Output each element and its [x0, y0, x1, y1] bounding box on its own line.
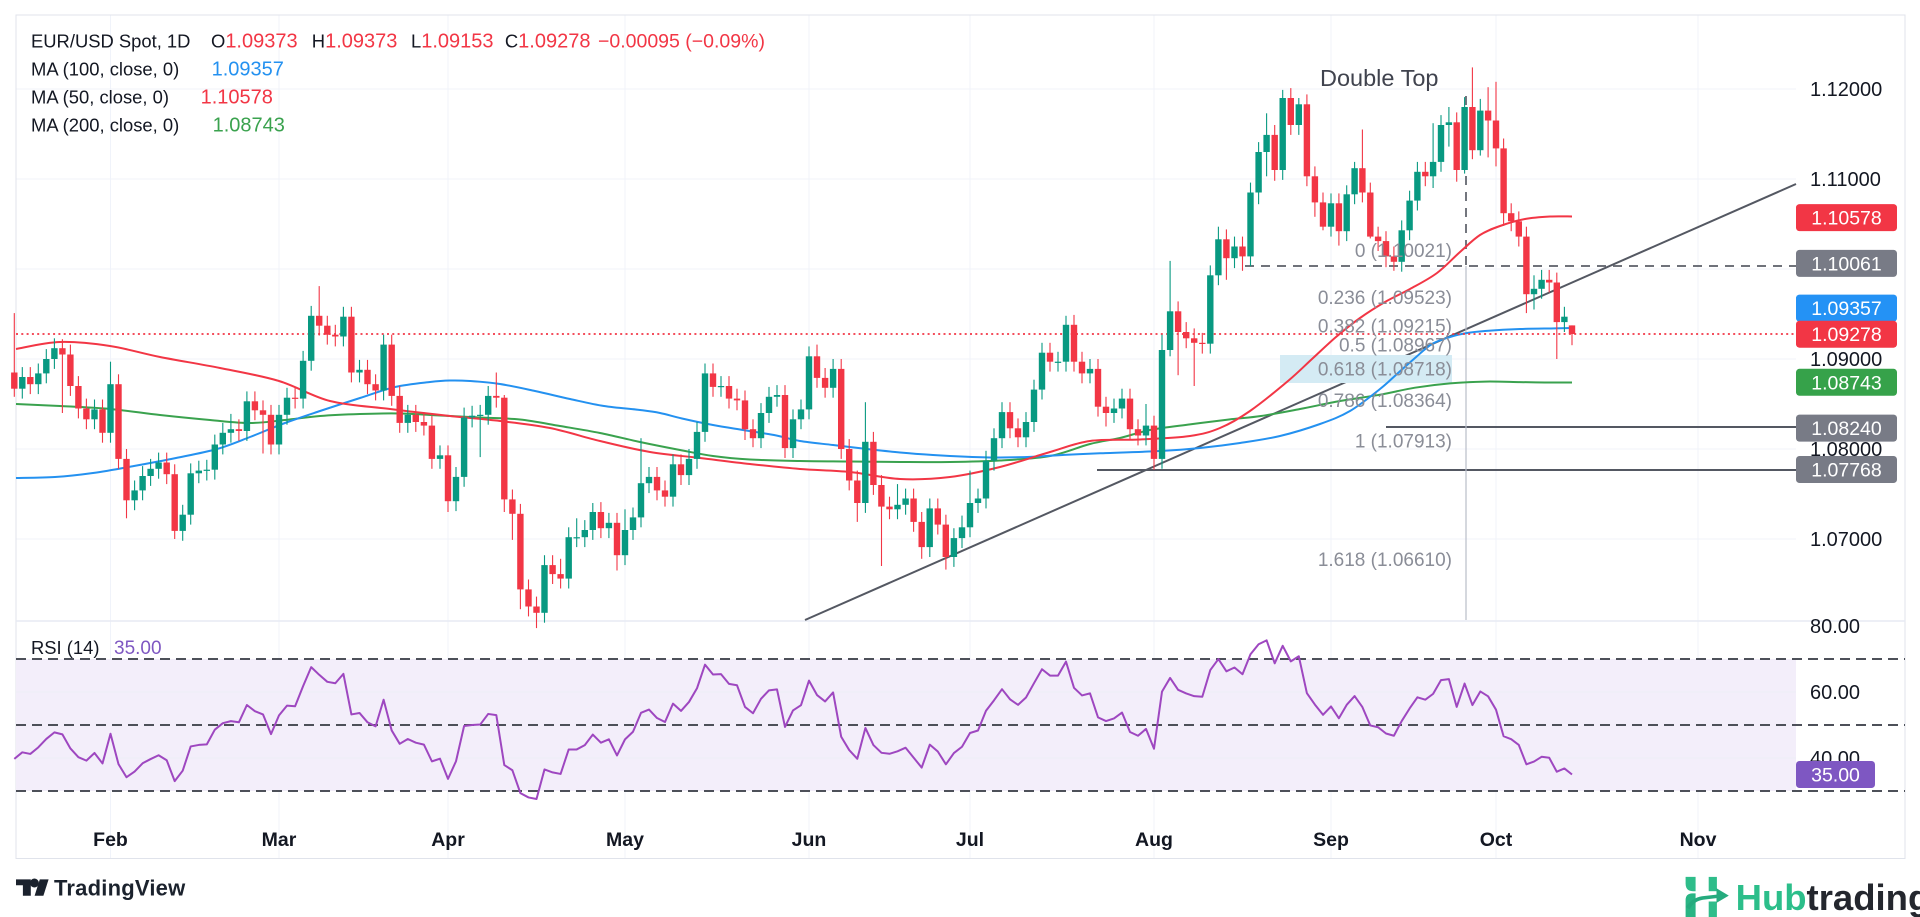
svg-text:RSI (14): RSI (14) — [31, 637, 99, 658]
svg-text:Apr: Apr — [431, 829, 465, 851]
svg-text:1.09000: 1.09000 — [1810, 349, 1882, 371]
svg-text:1.08000: 1.08000 — [1810, 439, 1882, 461]
svg-text:H1.09373: H1.09373 — [312, 31, 398, 53]
svg-text:Nov: Nov — [1680, 829, 1717, 851]
svg-text:0.382 (1.09215): 0.382 (1.09215) — [1318, 317, 1452, 338]
svg-text:MA (100, close, 0): MA (100, close, 0) — [31, 59, 179, 80]
svg-text:0.618 (1.08718): 0.618 (1.08718) — [1318, 359, 1452, 380]
svg-text:Double Top: Double Top — [1320, 65, 1438, 91]
svg-text:0 (1.10021): 0 (1.10021) — [1355, 241, 1452, 262]
svg-text:TradingView: TradingView — [54, 876, 186, 901]
svg-text:60.00: 60.00 — [1810, 682, 1860, 704]
svg-text:Jun: Jun — [792, 829, 827, 851]
svg-text:O1.09373: O1.09373 — [211, 31, 298, 53]
svg-text:0.786 (1.08364): 0.786 (1.08364) — [1318, 391, 1452, 412]
svg-text:Hubtrading: Hubtrading — [1736, 877, 1920, 917]
svg-text:35.00: 35.00 — [1811, 765, 1860, 787]
svg-text:1.618 (1.06610): 1.618 (1.06610) — [1318, 550, 1452, 571]
svg-text:L1.09153: L1.09153 — [411, 31, 494, 53]
svg-text:1.10061: 1.10061 — [1811, 253, 1882, 275]
svg-text:Aug: Aug — [1135, 829, 1173, 851]
svg-text:1.09357: 1.09357 — [1811, 298, 1882, 320]
svg-text:0.236 (1.09523): 0.236 (1.09523) — [1318, 288, 1452, 309]
svg-text:Jul: Jul — [956, 829, 984, 851]
svg-text:1 (1.07913): 1 (1.07913) — [1355, 431, 1452, 452]
svg-text:1.07768: 1.07768 — [1811, 460, 1882, 482]
svg-text:MA (200, close, 0): MA (200, close, 0) — [31, 115, 179, 136]
svg-text:Oct: Oct — [1480, 829, 1513, 851]
svg-text:1.10578: 1.10578 — [1811, 208, 1882, 230]
svg-text:80.00: 80.00 — [1810, 616, 1860, 638]
svg-text:1.09278: 1.09278 — [1811, 324, 1882, 346]
svg-text:35.00: 35.00 — [114, 638, 162, 659]
svg-text:0.5 (1.08967): 0.5 (1.08967) — [1339, 336, 1452, 357]
svg-text:Mar: Mar — [262, 829, 297, 851]
svg-text:1.12000: 1.12000 — [1810, 79, 1882, 101]
svg-text:C1.09278: C1.09278 — [505, 31, 591, 53]
svg-text:1.08743: 1.08743 — [213, 115, 285, 137]
svg-text:1.07000: 1.07000 — [1810, 529, 1882, 551]
svg-text:MA (50, close, 0): MA (50, close, 0) — [31, 87, 169, 108]
svg-text:1.08240: 1.08240 — [1811, 418, 1882, 440]
svg-text:−0.00095 (−0.09%): −0.00095 (−0.09%) — [598, 31, 765, 53]
svg-text:May: May — [606, 829, 644, 851]
svg-text:1.10578: 1.10578 — [201, 87, 273, 109]
svg-text:Feb: Feb — [93, 829, 128, 851]
svg-text:EUR/USD Spot, 1D: EUR/USD Spot, 1D — [31, 31, 190, 52]
svg-text:1.11000: 1.11000 — [1810, 169, 1881, 191]
svg-text:1.09357: 1.09357 — [212, 59, 284, 81]
svg-text:Sep: Sep — [1313, 829, 1349, 851]
svg-text:1.08743: 1.08743 — [1811, 372, 1882, 394]
